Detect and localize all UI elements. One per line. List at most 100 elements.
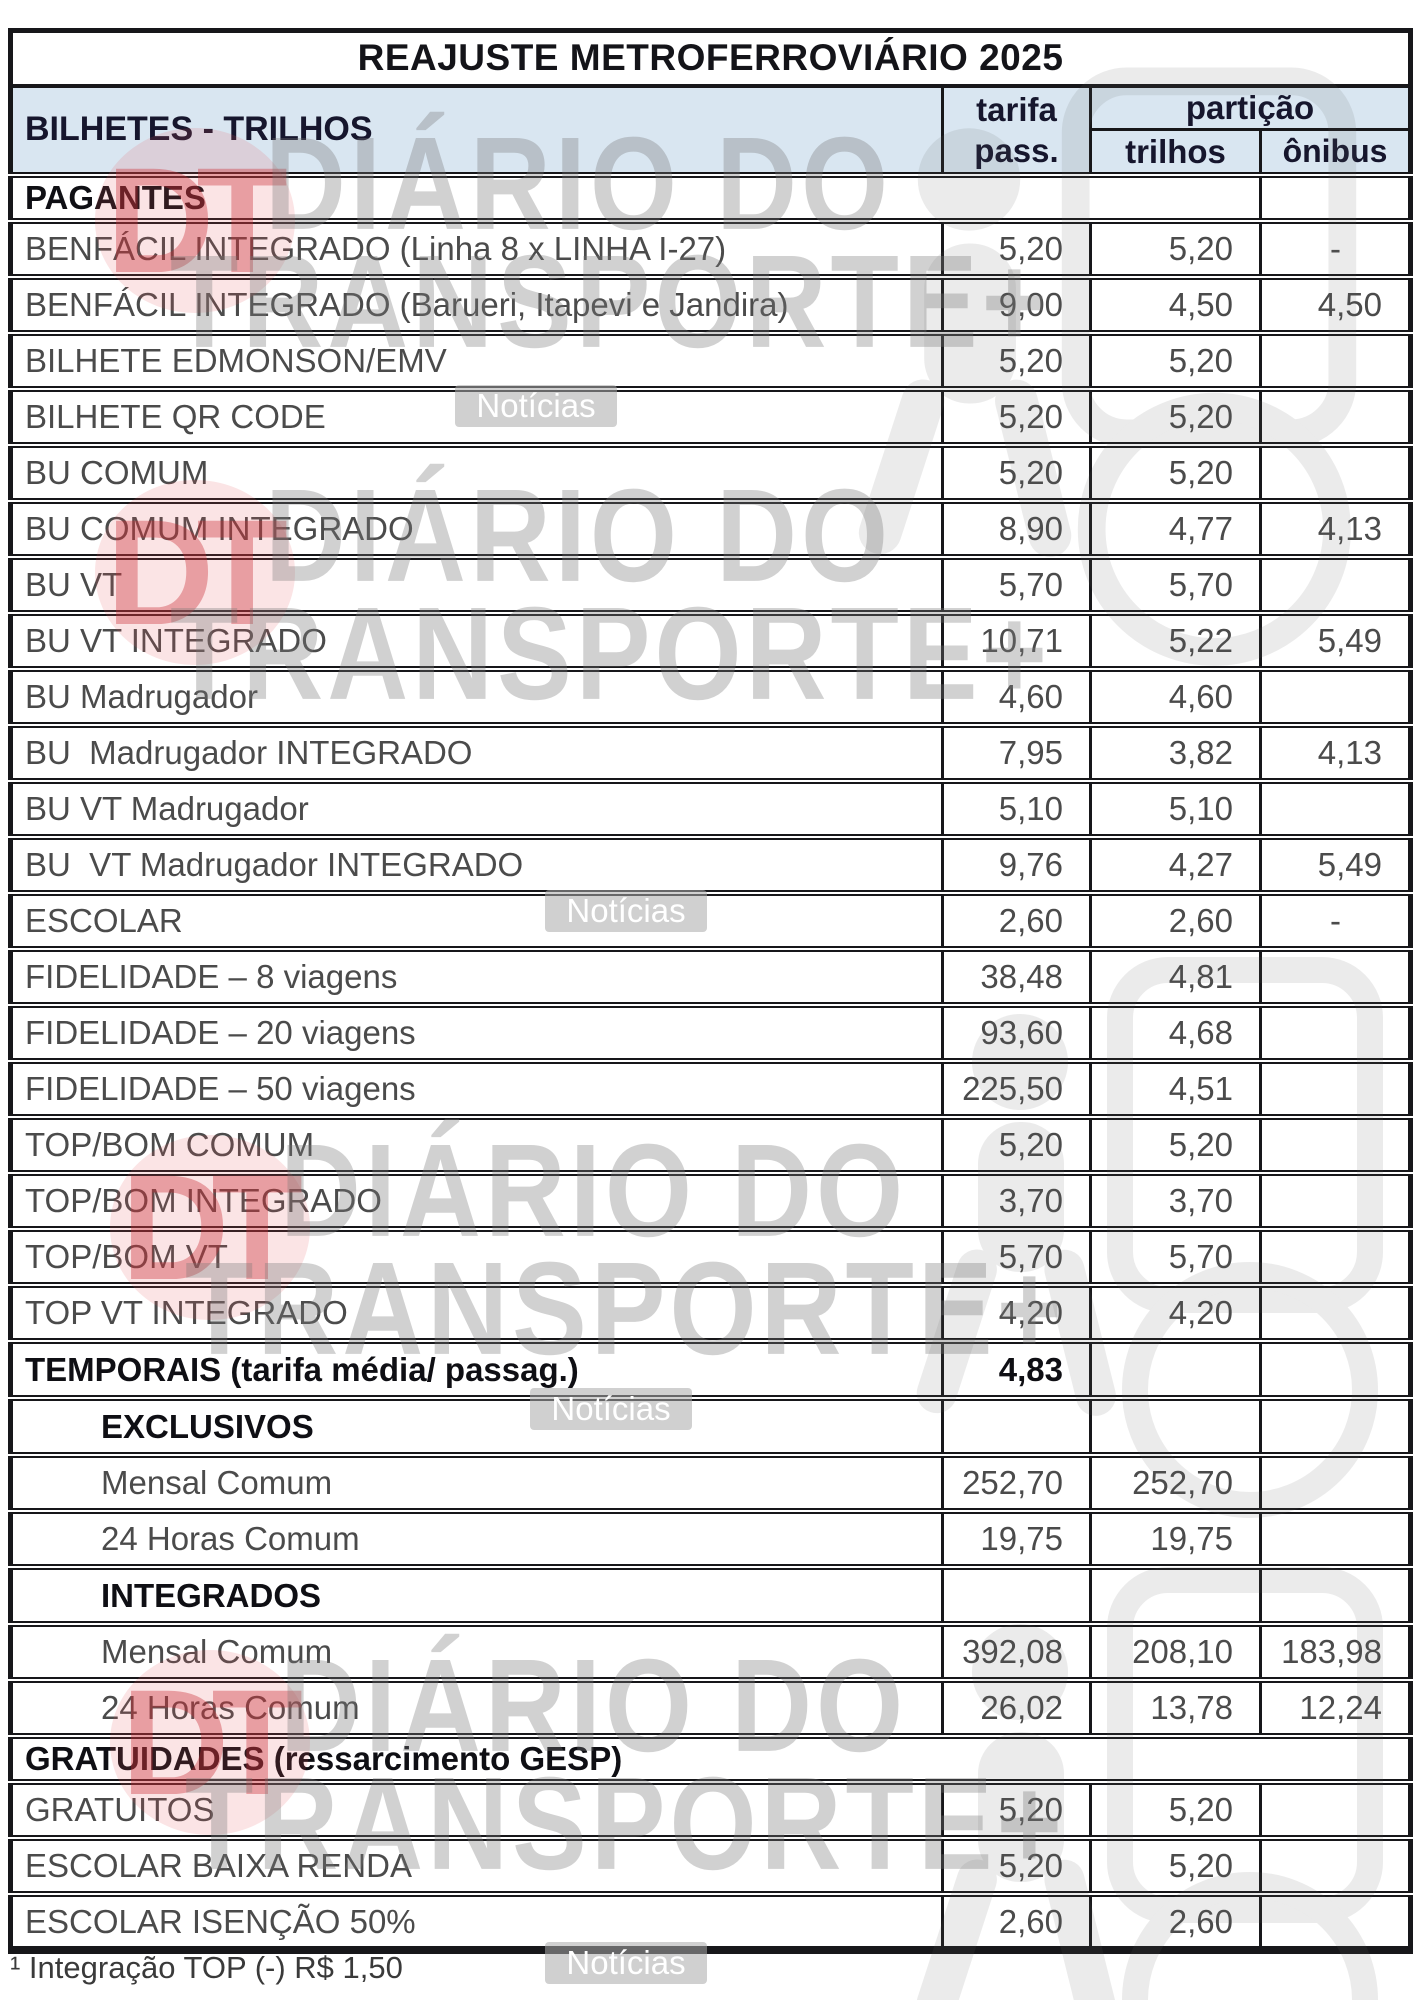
trilhos-cell: 4,27 — [1089, 834, 1262, 896]
tarifa-cell: 10,71 — [941, 610, 1092, 672]
row-label-cell: TOP/BOM COMUM — [9, 1114, 944, 1176]
table-row: BU Madrugador INTEGRADO 7,95 3,82 4,13 — [9, 722, 1412, 784]
trilhos-cell: 19,75 — [1089, 1508, 1262, 1570]
onibus-cell — [1259, 1282, 1412, 1344]
onibus-cell — [1259, 946, 1412, 1008]
row-label-cell: BILHETE EDMONSON/EMV — [9, 330, 944, 392]
trilhos-cell — [1089, 1395, 1262, 1458]
row-label-cell: FIDELIDADE – 50 viagens — [9, 1058, 944, 1120]
row-label-cell: TOP/BOM INTEGRADO — [9, 1170, 944, 1232]
row-label-cell: ESCOLAR BAIXA RENDA — [9, 1835, 944, 1897]
tarifa-cell: 4,60 — [941, 666, 1092, 728]
fare-table-body: PAGANTES BENFÁCIL INTEGRADO (Linha 8 x LI… — [9, 172, 1412, 1954]
trilhos-cell: 5,10 — [1089, 778, 1262, 840]
onibus-cell — [1259, 1835, 1412, 1897]
row-label-cell: BU Madrugador INTEGRADO — [9, 722, 944, 784]
trilhos-cell — [1089, 1338, 1262, 1401]
row-label-cell: BU VT Madrugador — [9, 778, 944, 840]
trilhos-cell: 3,70 — [1089, 1170, 1262, 1232]
onibus-cell: - — [1259, 218, 1412, 280]
trilhos-cell: 5,20 — [1089, 1835, 1262, 1897]
tarifa-cell: 5,20 — [941, 386, 1092, 448]
table-row: FIDELIDADE – 20 viagens 93,60 4,68 — [9, 1002, 1412, 1064]
onibus-cell: - — [1259, 890, 1412, 952]
onibus-cell — [1259, 386, 1412, 448]
tarifa-line1: tarifa — [976, 90, 1057, 128]
table-row: BU Madrugador 4,60 4,60 — [9, 666, 1412, 728]
page-title: REAJUSTE METROFERROVIÁRIO 2025 — [10, 30, 1411, 88]
row-label-cell: BENFÁCIL INTEGRADO (Barueri, Itapevi e J… — [9, 274, 944, 336]
trilhos-cell — [1089, 1564, 1262, 1627]
row-label-cell: EXCLUSIVOS — [9, 1395, 944, 1458]
row-label-cell: FIDELIDADE – 20 viagens — [9, 1002, 944, 1064]
row-label-cell: Mensal Comum — [9, 1621, 944, 1683]
onibus-cell: 12,24 — [1259, 1677, 1412, 1739]
tarifa-cell: 5,10 — [941, 778, 1092, 840]
row-label-cell: GRATUITOS — [9, 1779, 944, 1841]
onibus-cell: 5,49 — [1259, 834, 1412, 896]
onibus-cell — [1259, 1002, 1412, 1064]
onibus-cell — [1259, 1058, 1412, 1120]
table-row: TOP VT INTEGRADO 4,20 4,20 — [9, 1282, 1412, 1344]
column-header-trilhos: trilhos — [1089, 128, 1262, 177]
onibus-cell — [1259, 1114, 1412, 1176]
row-label-cell: FIDELIDADE – 8 viagens — [9, 946, 944, 1008]
table-row: 24 Horas Comum 26,02 13,78 12,24 — [9, 1677, 1412, 1739]
row-label-cell: BENFÁCIL INTEGRADO (Linha 8 x LINHA I-27… — [9, 218, 944, 280]
table-row: TOP/BOM VT 5,70 5,70 — [9, 1226, 1412, 1288]
trilhos-cell: 2,60 — [1089, 890, 1262, 952]
tarifa-cell: 26,02 — [941, 1677, 1092, 1739]
trilhos-cell: 4,60 — [1089, 666, 1262, 728]
tarifa-cell — [941, 1395, 1092, 1458]
row-label-cell: BU Madrugador — [9, 666, 944, 728]
tarifa-cell: 5,20 — [941, 442, 1092, 504]
table-row: ESCOLAR ISENÇÃO 50% 2,60 2,60 — [9, 1891, 1412, 1954]
onibus-cell: 183,98 — [1259, 1621, 1412, 1683]
trilhos-cell: 2,60 — [1089, 1891, 1262, 1954]
tarifa-cell: 5,20 — [941, 1835, 1092, 1897]
table-row: ESCOLAR 2,60 2,60- — [9, 890, 1412, 952]
table-row: FIDELIDADE – 8 viagens 38,48 4,81 — [9, 946, 1412, 1008]
onibus-cell: 5,49 — [1259, 610, 1412, 672]
table-row: BENFÁCIL INTEGRADO (Linha 8 x LINHA I-27… — [9, 218, 1412, 280]
table-row: Mensal Comum 392,08 208,10 183,98 — [9, 1621, 1412, 1683]
tarifa-cell: 5,20 — [941, 330, 1092, 392]
row-label-cell: BU VT — [9, 554, 944, 616]
row-label-cell: ESCOLAR — [9, 890, 944, 952]
row-label-cell: BU COMUM — [9, 442, 944, 504]
tarifa-cell: 38,48 — [941, 946, 1092, 1008]
tarifa-cell — [941, 1564, 1092, 1627]
trilhos-cell: 5,20 — [1089, 330, 1262, 392]
onibus-cell — [1259, 778, 1412, 840]
onibus-cell — [1259, 1226, 1412, 1288]
table-row: BENFÁCIL INTEGRADO (Barueri, Itapevi e J… — [9, 274, 1412, 336]
tarifa-cell: 7,95 — [941, 722, 1092, 784]
tarifa-cell: 3,70 — [941, 1170, 1092, 1232]
row-label-cell: ESCOLAR ISENÇÃO 50% — [9, 1891, 944, 1954]
table-row: BU VT INTEGRADO 10,71 5,22 5,49 — [9, 610, 1412, 672]
table-row: BILHETE QR CODE 5,20 5,20 — [9, 386, 1412, 448]
tarifa-cell: 5,20 — [941, 1779, 1092, 1841]
onibus-cell — [1259, 1779, 1412, 1841]
trilhos-cell: 4,81 — [1089, 946, 1262, 1008]
tarifa-cell: 5,20 — [941, 218, 1092, 280]
tarifa-line2: pass. — [974, 131, 1059, 169]
tarifa-cell: 9,00 — [941, 274, 1092, 336]
trilhos-cell: 5,20 — [1089, 1779, 1262, 1841]
table-row: BU VT Madrugador INTEGRADO 9,76 4,27 5,49 — [9, 834, 1412, 896]
tarifa-cell: 4,83 — [941, 1338, 1092, 1401]
tarifa-cell: 2,60 — [941, 890, 1092, 952]
trilhos-cell: 4,77 — [1089, 498, 1262, 560]
tarifa-cell: 225,50 — [941, 1058, 1092, 1120]
onibus-cell: 4,50 — [1259, 274, 1412, 336]
onibus-cell: 4,13 — [1259, 498, 1412, 560]
table-row: PAGANTES — [9, 172, 1412, 224]
onibus-cell — [1259, 666, 1412, 728]
trilhos-cell: 13,78 — [1089, 1677, 1262, 1739]
fare-table: REAJUSTE METROFERROVIÁRIO 2025 BILHETES … — [8, 28, 1413, 1954]
onibus-cell — [1259, 1452, 1412, 1514]
table-row: BU COMUM INTEGRADO 8,90 4,77 4,13 — [9, 498, 1412, 560]
onibus-cell — [1259, 1170, 1412, 1232]
onibus-cell — [1259, 172, 1412, 224]
